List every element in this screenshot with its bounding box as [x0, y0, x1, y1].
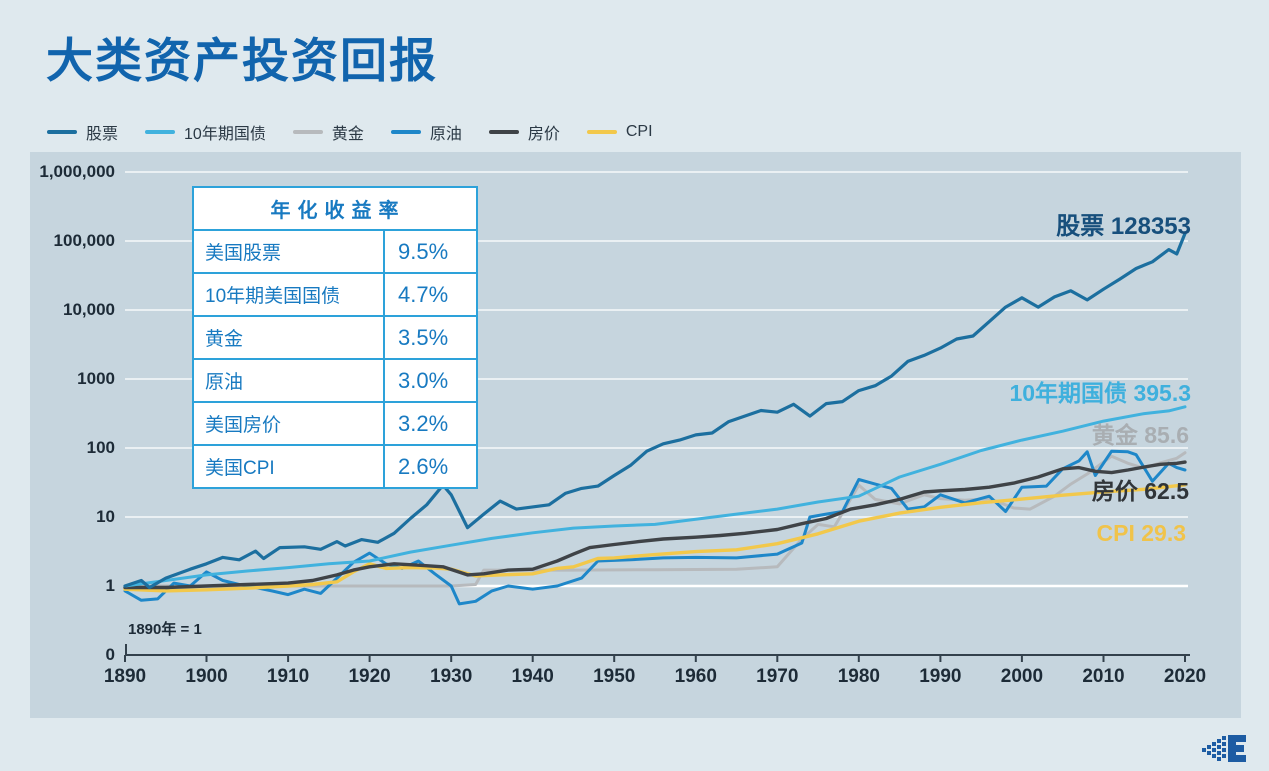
x-tick-label: 1990: [919, 666, 962, 687]
legend-item-treasury: 10年期国债: [145, 120, 266, 144]
return-value-cell: 3.5%: [383, 315, 478, 360]
legend-label-gold: 黄金: [331, 126, 364, 143]
return-value-cell: 4.7%: [383, 272, 478, 317]
annualized-returns-table: 年化收益率 美国股票 9.5% 10年期美国国债 4.7% 黄金 3.5% 原油 3.0% 美国…: [192, 186, 478, 489]
chart-panel: 1,000,000 100,000 10,000 1000 100 10 1 0 1890 19…: [30, 152, 1241, 718]
asset-name-cell: 美国股票: [192, 229, 385, 274]
table-row: 10年期美国国债 4.7%: [192, 272, 478, 317]
table-row: 美国CPI 2.6%: [192, 444, 478, 489]
legend-item-cpi: CPI: [586, 123, 653, 141]
x-tick-label: 2000: [1000, 666, 1044, 687]
legend-item-oil: 原油: [390, 120, 462, 144]
legend-swatch-stock: [47, 130, 77, 134]
return-value-cell: 3.2%: [383, 401, 478, 446]
legend-swatch-cpi: [586, 130, 617, 134]
legend-label-treasury: 10年期国债: [184, 126, 266, 143]
x-tick-label: 1970: [756, 666, 799, 687]
table-row: 黄金 3.5%: [192, 315, 478, 360]
y-tick-label: 1,000,000: [39, 162, 115, 181]
y-tick-label: 10: [96, 507, 115, 526]
y-tick-label: 100: [86, 438, 115, 457]
asset-name-cell: 美国CPI: [192, 444, 385, 489]
asset-name-cell: 黄金: [192, 315, 385, 360]
end-label-cpi: CPI 29.3: [1096, 520, 1187, 546]
legend-swatch-house: [488, 130, 519, 134]
asset-name-cell: 美国房价: [192, 401, 385, 446]
brand-logo-icon: [1202, 735, 1246, 762]
return-value-cell: 2.6%: [383, 444, 478, 489]
x-tick-label: 2020: [1163, 666, 1207, 687]
legend-label-cpi: CPI: [625, 123, 653, 140]
baseline-note: 1890年 = 1: [128, 621, 202, 638]
legend-label-house: 房价: [527, 126, 560, 143]
y-tick-label: 1000: [77, 369, 115, 388]
x-tick-label: 1960: [674, 666, 717, 687]
x-tick-label: 1940: [511, 666, 554, 687]
x-tick-label: 1910: [266, 666, 310, 687]
table-row: 原油 3.0%: [192, 358, 478, 403]
y-tick-label: 1: [105, 576, 115, 595]
legend-label-stock: 股票: [86, 126, 119, 143]
legend-swatch-treasury: [145, 130, 176, 134]
end-label-treasury: 10年期国债 395.3: [1009, 380, 1191, 406]
asset-name-cell: 原油: [192, 358, 385, 403]
table-row: 美国股票 9.5%: [192, 229, 478, 274]
x-tick-label: 1980: [837, 666, 880, 687]
y-tick-label: 10,000: [63, 300, 115, 319]
x-tick-label: 1930: [430, 666, 473, 687]
legend-swatch-gold: [292, 130, 323, 134]
asset-name-cell: 10年期美国国债: [192, 272, 385, 317]
end-label-gold: 黄金 85.6: [1091, 422, 1189, 448]
y-tick-label: 100,000: [53, 231, 115, 250]
x-tick-label: 1920: [348, 666, 391, 687]
end-label-house: 房价 62.5: [1091, 478, 1189, 504]
legend-swatch-oil: [390, 130, 421, 134]
table-row: 美国房价 3.2%: [192, 401, 478, 446]
page-title: 大类资产投资回报: [46, 34, 438, 87]
legend-label-oil: 原油: [429, 126, 462, 143]
table-header: 年化收益率: [192, 186, 478, 231]
legend-item-gold: 黄金: [292, 120, 364, 144]
end-label-stock: 股票 128353: [1056, 213, 1191, 240]
y-tick-label: 0: [105, 645, 115, 664]
x-tick-label: 1950: [593, 666, 636, 687]
return-value-cell: 3.0%: [383, 358, 478, 403]
legend-item-stock: 股票: [47, 120, 118, 144]
x-tick-label: 1890: [103, 666, 147, 687]
return-value-cell: 9.5%: [383, 229, 478, 274]
x-tick-label: 1900: [185, 666, 228, 687]
legend-item-house: 房价: [488, 120, 560, 144]
legend: 股票 10年期国债 黄金 原油 房价 CPI: [47, 120, 653, 144]
x-tick-label: 2010: [1082, 666, 1125, 687]
